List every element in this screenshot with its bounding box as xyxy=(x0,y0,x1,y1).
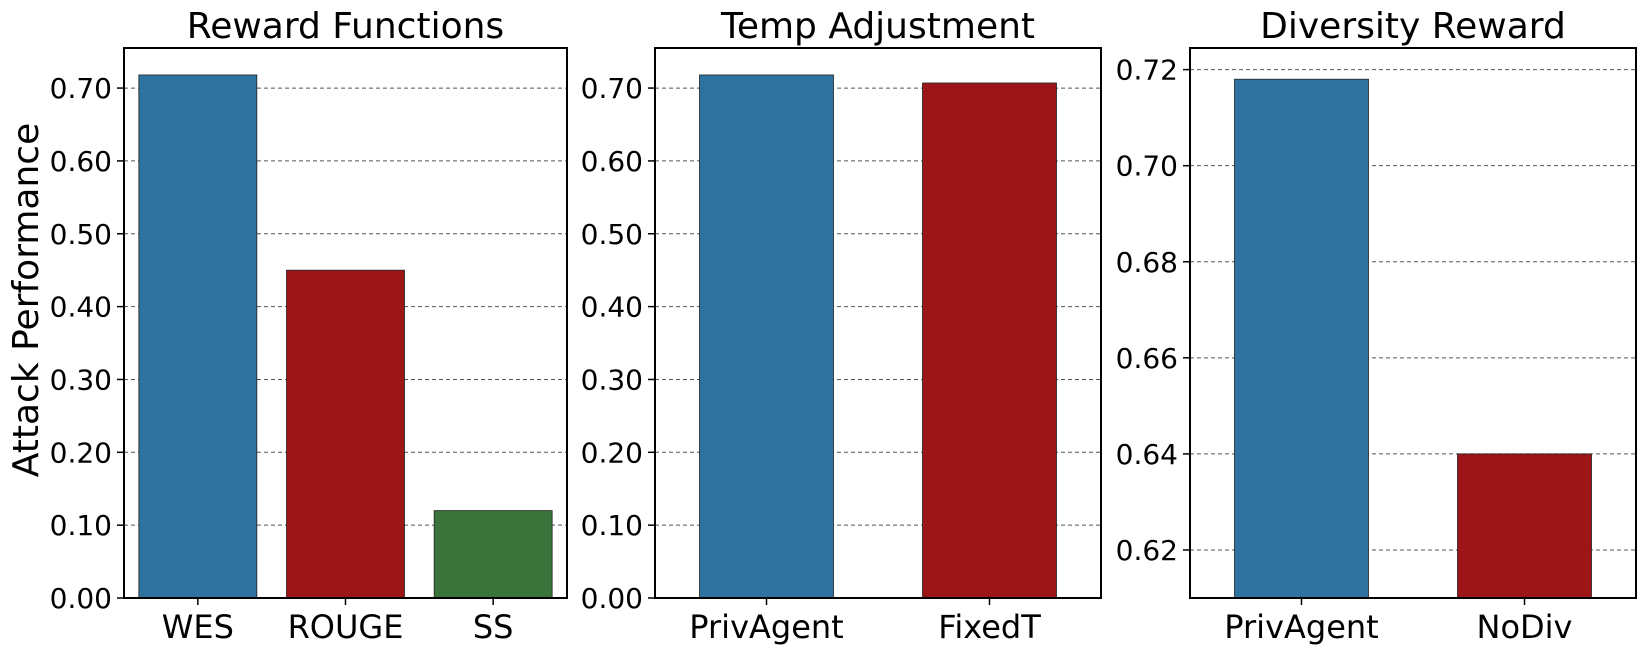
y-tick-label: 0.70 xyxy=(581,72,643,105)
bar-ss xyxy=(433,510,553,599)
y-tick-label: 0.50 xyxy=(581,218,643,251)
y-tick-label: 0.70 xyxy=(50,72,112,105)
bar-rouge xyxy=(286,269,405,599)
bar-privagent xyxy=(699,74,834,599)
bar-privagent xyxy=(1234,78,1369,599)
y-tick-label: 0.00 xyxy=(581,582,643,615)
y-tick-label: 0.60 xyxy=(581,145,643,178)
chart-title: Reward Functions xyxy=(187,6,504,47)
axes-frame xyxy=(654,47,1102,599)
y-tick-label: 0.40 xyxy=(581,291,643,324)
x-tick-label: PrivAgent xyxy=(689,608,843,646)
y-tick-label: 0.50 xyxy=(50,218,112,251)
y-tick-label: 0.20 xyxy=(50,436,112,469)
y-tick-label: 0.66 xyxy=(1116,342,1178,375)
axes-frame xyxy=(123,47,568,599)
x-tick-label: NoDiv xyxy=(1477,608,1573,646)
x-tick-label: SS xyxy=(473,608,514,646)
bar-fixedt xyxy=(922,82,1057,599)
y-tick-label: 0.40 xyxy=(50,291,112,324)
x-tick-label: ROUGE xyxy=(288,608,404,646)
y-tick-label: 0.72 xyxy=(1116,54,1178,87)
y-tick-label: 0.64 xyxy=(1116,438,1178,471)
y-tick-label: 0.68 xyxy=(1116,246,1178,279)
y-tick-label: 0.30 xyxy=(581,363,643,396)
y-tick-label: 0.10 xyxy=(50,509,112,542)
y-tick-label: 0.00 xyxy=(50,582,112,615)
y-tick-label: 0.70 xyxy=(1116,150,1178,183)
x-tick-label: FixedT xyxy=(938,608,1041,646)
bar-nodiv xyxy=(1457,453,1592,599)
chart-panels: Reward Functions 0.00 0.10 0.20 0.30 0.40 0.50… xyxy=(50,6,1637,646)
bar-wes xyxy=(138,74,258,599)
y-tick-label: 0.62 xyxy=(1116,534,1178,567)
chart-title: Diversity Reward xyxy=(1260,6,1566,47)
y-tick-label: 0.10 xyxy=(581,509,643,542)
y-tick-label: 0.60 xyxy=(50,145,112,178)
y-tick-label: 0.20 xyxy=(581,436,643,469)
chart-panel-2: Temp Adjustment 0.00 0.10 0.20 0.30 0.40 0.50 0… xyxy=(581,6,1102,646)
x-tick-label: WES xyxy=(162,608,234,646)
x-tick-label: PrivAgent xyxy=(1224,608,1378,646)
chart-panel-3: Diversity Reward 0.62 0.64 0.66 0.68 0.70 0.72… xyxy=(1116,6,1637,646)
chart-title: Temp Adjustment xyxy=(720,6,1035,47)
axes-frame xyxy=(1189,47,1637,599)
chart-panel-1: Reward Functions 0.00 0.10 0.20 0.30 0.40 0.50… xyxy=(50,6,568,646)
y-axis-label: Attack Performance xyxy=(6,123,47,478)
y-tick-label: 0.30 xyxy=(50,363,112,396)
